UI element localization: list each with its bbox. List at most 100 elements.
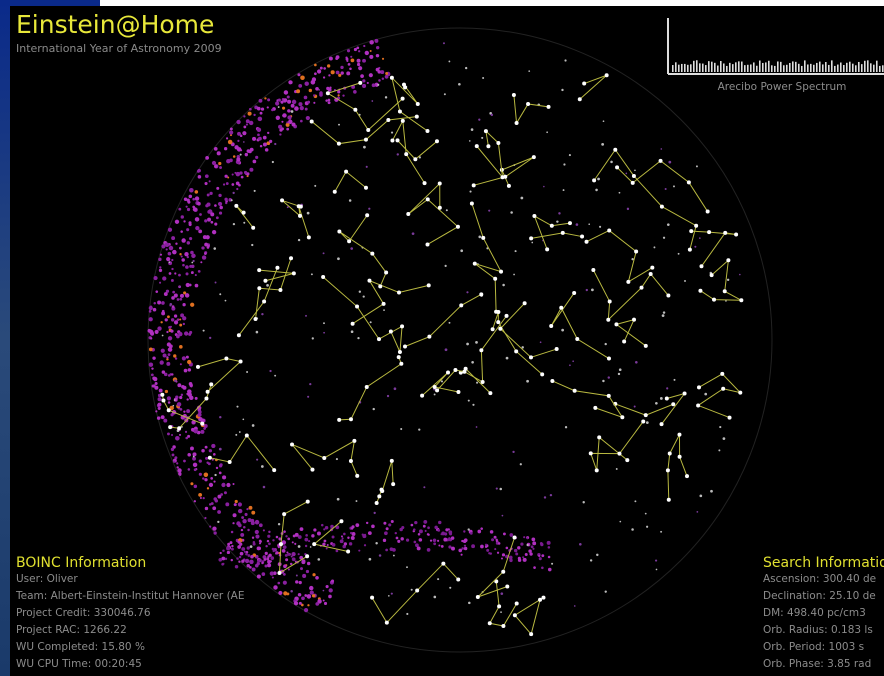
- milky-way-dot: [275, 101, 280, 106]
- constellation-star: [296, 204, 301, 209]
- spectrum-bar: [771, 65, 773, 72]
- milky-way-dot: [173, 354, 177, 358]
- constellation-star: [204, 396, 209, 401]
- milky-way-dot: [287, 99, 292, 104]
- constellation-star: [550, 378, 555, 383]
- milky-way-dot: [440, 544, 444, 548]
- milky-way-dot: [219, 166, 223, 170]
- milky-way-dot: [349, 67, 352, 71]
- constellation-star: [310, 467, 315, 472]
- spectrum-bar: [861, 64, 863, 72]
- milky-way-dot: [189, 264, 193, 268]
- star: [322, 589, 325, 592]
- milky-way-dot: [213, 480, 216, 483]
- constellation-line: [161, 394, 203, 425]
- spectrum-bar: [858, 61, 860, 72]
- info-line: Declination: 25.10 de: [763, 590, 876, 602]
- milky-way-dot: [160, 415, 165, 420]
- milky-way-dot: [328, 56, 333, 61]
- milky-way-dot: [200, 261, 203, 264]
- milky-way-dot: [180, 215, 184, 219]
- spectrum-bar: [690, 64, 692, 72]
- milky-way-dot: [287, 537, 291, 541]
- star: [369, 321, 372, 324]
- star: [588, 223, 591, 226]
- milky-way-dot: [433, 542, 437, 546]
- spectrum-bar: [852, 63, 854, 72]
- spectrum-bar: [705, 65, 707, 72]
- milky-way-dot: [299, 105, 304, 111]
- milky-way-dot: [280, 100, 284, 104]
- milky-way-dot: [286, 127, 290, 131]
- milky-way-dot: [530, 545, 534, 549]
- constellation-star: [575, 336, 580, 341]
- milky-way-dot: [258, 523, 263, 528]
- milky-way-dot: [205, 156, 209, 160]
- milky-way-dot: [385, 548, 388, 552]
- milky-way-dot: [198, 472, 202, 476]
- star: [478, 235, 482, 239]
- milky-way-dot: [353, 90, 357, 94]
- screensaver-window: [10, 6, 884, 676]
- constellation-star: [298, 213, 303, 218]
- star: [564, 426, 568, 429]
- constellation-star: [577, 97, 582, 102]
- milky-way-dot: [236, 187, 239, 191]
- info-line: WU CPU Time: 00:20:45: [16, 658, 142, 670]
- milky-way-dot: [268, 542, 271, 546]
- milky-way-dot: [251, 510, 256, 515]
- spectrum-bar: [780, 61, 782, 72]
- info-line: Ascension: 300.40 de: [763, 573, 876, 585]
- milky-way-dot: [417, 532, 421, 536]
- milky-way-dot: [349, 531, 353, 535]
- milky-way-dot: [438, 544, 441, 547]
- milky-way-dot: [340, 65, 344, 70]
- milky-way-dot: [235, 181, 240, 186]
- milky-way-dot: [326, 544, 329, 547]
- milky-way-dot: [350, 55, 353, 58]
- milky-way-dot: [390, 520, 394, 524]
- milky-way-dot: [148, 317, 153, 322]
- star: [350, 247, 354, 250]
- milky-way-dot: [347, 62, 351, 66]
- milky-way-dot: [166, 356, 169, 359]
- milky-way-dot: [301, 596, 305, 601]
- star: [213, 247, 217, 250]
- milky-way-dot: [325, 99, 328, 102]
- milky-way-dot: [179, 345, 183, 349]
- milky-way-dot: [201, 449, 205, 453]
- milky-way-dot: [191, 253, 196, 259]
- milky-way-dot: [190, 250, 194, 255]
- constellation-star: [497, 604, 502, 609]
- milky-way-dot: [184, 252, 189, 257]
- constellation-star: [721, 386, 726, 391]
- milky-way-dot: [265, 544, 268, 548]
- milky-way-dot: [182, 263, 185, 267]
- star: [719, 425, 722, 429]
- milky-way-dot: [278, 124, 283, 129]
- spectrum-bar: [831, 60, 833, 72]
- milky-way-dot: [248, 505, 253, 510]
- constellation-star: [365, 213, 370, 218]
- milky-way-dot: [381, 77, 385, 80]
- constellation-line: [339, 214, 387, 287]
- star: [739, 273, 741, 276]
- milky-way-dot: [183, 291, 187, 295]
- constellation-star: [348, 459, 353, 464]
- constellation-star: [386, 118, 391, 123]
- star: [519, 463, 522, 466]
- milky-way-dot: [243, 115, 246, 118]
- milky-way-dot: [348, 542, 353, 546]
- milky-way-dot: [313, 528, 317, 532]
- boinc-title: BOINC Information: [16, 555, 146, 571]
- milky-way-dot: [185, 205, 188, 208]
- milky-way-dot: [295, 580, 299, 584]
- spectrum-bar: [837, 64, 839, 72]
- milky-way-dot: [159, 360, 164, 365]
- milky-way-dot: [374, 38, 379, 43]
- milky-way-dot: [297, 535, 302, 539]
- milky-way-dot: [346, 49, 351, 53]
- milky-way-dot: [256, 574, 261, 579]
- star: [372, 407, 375, 411]
- spectrum-bar: [789, 62, 791, 72]
